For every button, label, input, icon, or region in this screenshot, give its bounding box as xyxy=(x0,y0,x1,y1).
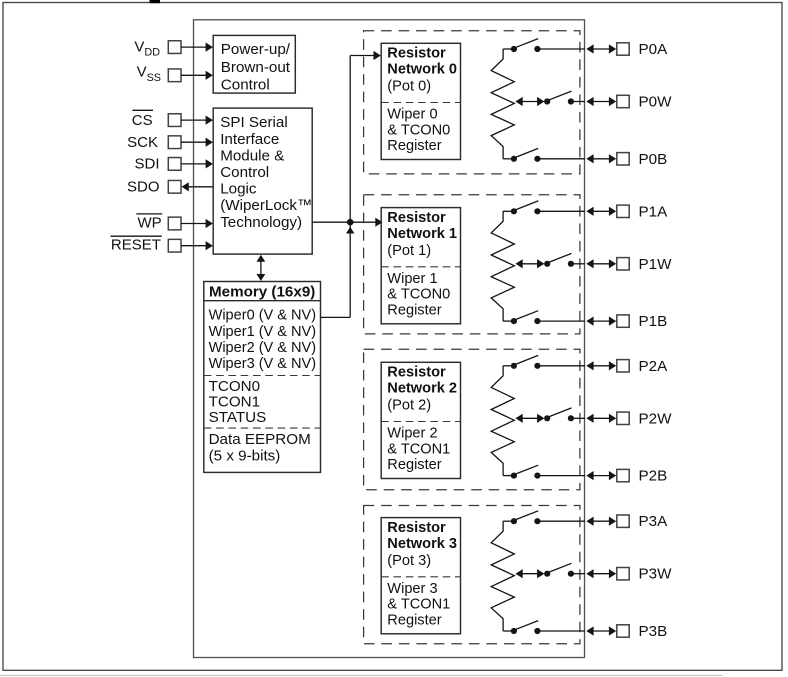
svg-text:SDI: SDI xyxy=(134,156,159,173)
svg-text:Wiper 0: Wiper 0 xyxy=(387,107,437,123)
svg-text:Resistor: Resistor xyxy=(387,520,446,536)
svg-text:CS: CS xyxy=(132,112,153,129)
svg-text:RESET: RESET xyxy=(111,236,161,253)
svg-text:P0B: P0B xyxy=(639,151,668,168)
svg-text:SDO: SDO xyxy=(127,179,160,196)
svg-text:Control: Control xyxy=(221,77,270,94)
svg-text:SCK: SCK xyxy=(127,134,158,151)
svg-text:& TCON0: & TCON0 xyxy=(387,287,450,303)
svg-text:TCON1: TCON1 xyxy=(209,394,260,411)
svg-text:Wiper 3: Wiper 3 xyxy=(387,581,437,597)
svg-text:P2W: P2W xyxy=(639,410,673,427)
svg-text:Register: Register xyxy=(387,612,441,628)
svg-text:Resistor: Resistor xyxy=(387,210,446,226)
svg-text:& TCON0: & TCON0 xyxy=(387,122,450,138)
svg-text:Wiper3 (V & NV): Wiper3 (V & NV) xyxy=(209,356,317,372)
svg-text:Brown-out: Brown-out xyxy=(221,59,291,76)
svg-text:P1A: P1A xyxy=(639,203,669,220)
svg-text:Control: Control xyxy=(220,164,269,181)
svg-text:Wiper1 (V & NV): Wiper1 (V & NV) xyxy=(209,324,317,340)
svg-text:(Pot 0): (Pot 0) xyxy=(387,79,431,95)
svg-text:WP: WP xyxy=(138,214,162,231)
svg-text:Register: Register xyxy=(387,138,441,154)
svg-text:(Pot 1): (Pot 1) xyxy=(387,243,431,259)
svg-text:P2B: P2B xyxy=(639,468,668,485)
svg-text:Wiper 2: Wiper 2 xyxy=(387,426,437,442)
svg-text:(WiperLock™: (WiperLock™ xyxy=(220,197,312,214)
svg-text:P3A: P3A xyxy=(639,513,669,530)
svg-text:P3W: P3W xyxy=(639,566,673,583)
svg-text:P0A: P0A xyxy=(639,41,669,58)
svg-text:SPI Serial: SPI Serial xyxy=(220,114,288,131)
svg-text:& TCON1: & TCON1 xyxy=(387,441,450,457)
svg-text:Register: Register xyxy=(387,302,441,318)
svg-text:Network 1: Network 1 xyxy=(387,226,457,242)
svg-text:Logic: Logic xyxy=(220,181,257,198)
svg-text:Network 0: Network 0 xyxy=(387,62,457,78)
svg-text:Data EEPROM: Data EEPROM xyxy=(209,431,311,448)
svg-text:Network 2: Network 2 xyxy=(387,381,457,397)
svg-text:Wiper2 (V & NV): Wiper2 (V & NV) xyxy=(209,340,317,356)
svg-text:P0W: P0W xyxy=(639,94,673,111)
svg-text:P2A: P2A xyxy=(639,358,669,375)
svg-text:Memory (16x9): Memory (16x9) xyxy=(209,284,315,301)
svg-text:& TCON1: & TCON1 xyxy=(387,597,450,613)
svg-text:Resistor: Resistor xyxy=(387,365,446,381)
svg-text:(Pot 3): (Pot 3) xyxy=(387,553,431,569)
svg-text:Technology): Technology) xyxy=(220,214,302,231)
svg-text:(Pot 2): (Pot 2) xyxy=(387,398,431,414)
svg-text:P3B: P3B xyxy=(639,623,668,640)
svg-text:Power-up/: Power-up/ xyxy=(221,41,291,58)
svg-text:STATUS: STATUS xyxy=(209,409,267,426)
svg-text:Module &: Module & xyxy=(220,147,284,164)
svg-text:Wiper 1: Wiper 1 xyxy=(387,271,437,287)
svg-text:Interface: Interface xyxy=(220,131,279,148)
svg-text:P1B: P1B xyxy=(639,313,668,330)
svg-text:Resistor: Resistor xyxy=(387,46,446,62)
svg-text:Wiper0 (V & NV): Wiper0 (V & NV) xyxy=(209,308,317,324)
svg-text:TCON0: TCON0 xyxy=(209,378,260,395)
svg-text:P1W: P1W xyxy=(639,256,673,273)
svg-text:(5 x 9-bits): (5 x 9-bits) xyxy=(209,448,281,465)
svg-text:Register: Register xyxy=(387,457,441,473)
svg-text:Network 3: Network 3 xyxy=(387,536,457,552)
